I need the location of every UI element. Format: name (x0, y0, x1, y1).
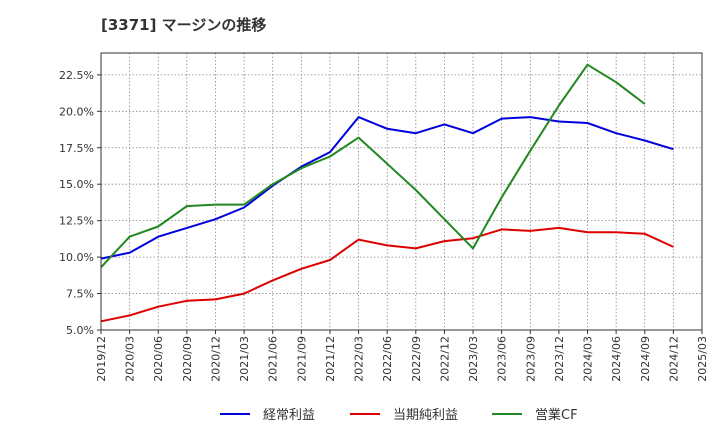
grid-lines (101, 53, 702, 330)
series-line-1 (100, 226, 674, 323)
x-tick-label: 2021/03 (238, 336, 251, 382)
y-tick-label: 17.5% (59, 142, 94, 155)
chart-title: [3371] マージンの推移 (101, 16, 267, 34)
legend: 経常利益 当期純利益 営業CF (220, 407, 578, 423)
x-tick-label: 2024/06 (610, 336, 623, 382)
series-line-2 (100, 63, 646, 268)
x-tick-label: 2020/12 (209, 336, 222, 382)
y-tick-label: 5.0% (66, 324, 94, 337)
x-tick-label: 2024/09 (639, 336, 652, 382)
x-tick-label: 2021/09 (295, 336, 308, 382)
series-lines (100, 63, 674, 323)
y-tick-label: 12.5% (59, 215, 94, 228)
x-tick-label: 2024/03 (582, 336, 595, 382)
x-tick-label: 2020/06 (152, 336, 165, 382)
legend-label-1: 当期純利益 (393, 408, 458, 423)
x-tick-label: 2023/06 (496, 336, 509, 382)
x-tick-label: 2020/03 (124, 336, 137, 382)
x-tick-label: 2022/09 (410, 336, 423, 382)
legend-label-2: 営業CF (535, 407, 578, 423)
x-tick-label: 2022/12 (438, 336, 451, 382)
y-axis: 5.0% 7.5% 10.0% 12.5% 15.0% 17.5% 20.0% 22.5% (59, 69, 101, 337)
y-tick-label: 15.0% (59, 178, 94, 191)
y-tick-label: 10.0% (59, 251, 94, 264)
y-tick-label: 22.5% (59, 69, 94, 82)
x-tick-label: 2021/12 (324, 336, 337, 382)
x-axis: 2019/12 2020/03 2020/06 2020/09 2020/12 2021/… (95, 330, 709, 382)
x-tick-label: 2024/12 (667, 336, 680, 382)
legend-label-0: 経常利益 (263, 408, 315, 423)
x-tick-label: 2022/06 (381, 336, 394, 382)
x-tick-label: 2022/03 (353, 336, 366, 382)
x-tick-label: 2020/09 (181, 336, 194, 382)
x-tick-label: 2023/09 (524, 336, 537, 382)
y-tick-label: 7.5% (66, 288, 94, 301)
x-tick-label: 2025/03 (696, 336, 709, 382)
x-tick-label: 2019/12 (95, 336, 108, 382)
x-tick-label: 2023/12 (553, 336, 566, 382)
plot-area (100, 52, 703, 331)
x-tick-label: 2023/03 (467, 336, 480, 382)
y-tick-label: 20.0% (59, 105, 94, 118)
series-line-0 (100, 116, 674, 260)
x-tick-label: 2021/06 (267, 336, 280, 382)
